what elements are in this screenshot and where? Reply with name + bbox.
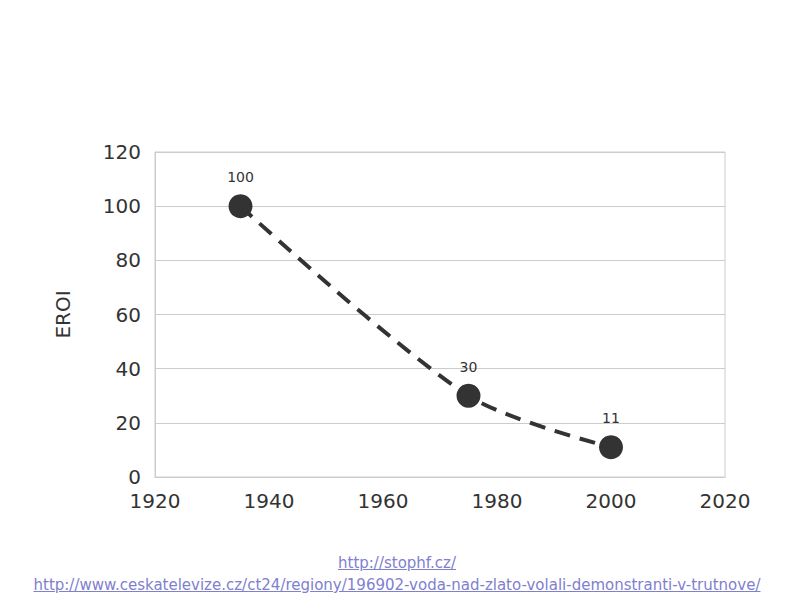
svg-text:100: 100	[103, 194, 141, 218]
svg-text:100: 100	[227, 169, 254, 185]
svg-text:30: 30	[460, 359, 478, 375]
svg-text:80: 80	[116, 248, 141, 272]
svg-text:2020: 2020	[700, 489, 751, 513]
svg-text:11: 11	[602, 410, 620, 426]
svg-text:120: 120	[103, 140, 141, 164]
svg-text:1960: 1960	[358, 489, 409, 513]
svg-text:EROI: EROI	[51, 290, 75, 338]
svg-text:40: 40	[116, 357, 141, 381]
svg-text:1980: 1980	[472, 489, 523, 513]
html-text:http://stophf.cz/: http://stophf.cz/	[338, 554, 456, 572]
svg-text:1940: 1940	[244, 489, 295, 513]
svg-text:2000: 2000	[586, 489, 637, 513]
svg-text:0: 0	[128, 465, 141, 489]
svg-text:20: 20	[116, 411, 141, 435]
svg-text:60: 60	[116, 303, 141, 327]
svg-text:1920: 1920	[130, 489, 181, 513]
html-text:http://www.ceskatelevize.cz/ct: http://www.ceskatelevize.cz/ct24/regiony…	[33, 576, 761, 594]
